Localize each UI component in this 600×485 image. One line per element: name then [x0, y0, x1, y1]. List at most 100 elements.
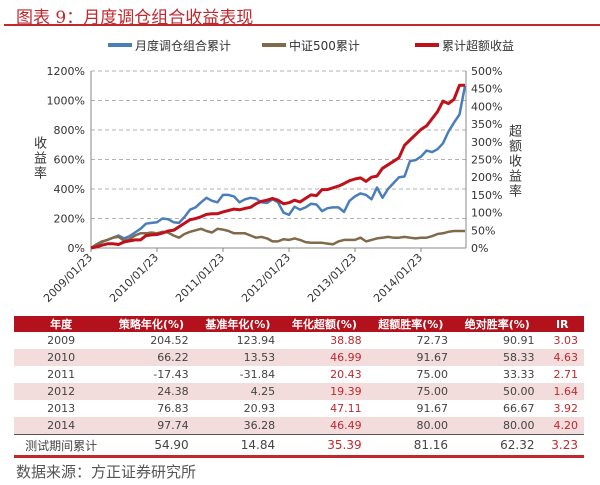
table-cell: 33.33	[503, 368, 535, 381]
series-line-1	[90, 227, 465, 250]
table-cell: 80.00	[367, 417, 455, 435]
x-tick-label: 2011/01/23	[173, 251, 227, 305]
table-cell: 3.03	[553, 334, 579, 347]
x-tick-label: 2013/01/23	[305, 251, 359, 305]
y-tick-label: 200%	[54, 213, 85, 226]
y2-tick-label: 300%	[471, 136, 502, 149]
table-cell: 75.00	[367, 383, 455, 400]
series-line-0	[90, 85, 467, 250]
title-underline	[4, 24, 600, 26]
y2-axis-title: 超额收益率	[506, 124, 521, 199]
table-cell: 76.83	[157, 402, 189, 415]
stats-table: 年度 策略年化(%) 基准年化(%) 年化超额(%) 超额胜率(%) 绝对胜率(%) IR …	[14, 316, 584, 458]
table-cell: 123.94	[236, 334, 276, 347]
table-cell: 2012	[14, 383, 109, 400]
table-cell: 35.39	[281, 434, 368, 458]
x-tick-label: 2009/01/23	[41, 251, 95, 305]
y-tick-label: 400%	[54, 183, 85, 196]
y2-tick-label: 250%	[471, 154, 502, 167]
table-cell: 19.39	[281, 383, 368, 400]
table-row: 2009 204.52 123.94 38.88 72.73 90.91 3.03	[14, 332, 584, 349]
table-cell: 62.32	[454, 434, 541, 458]
y-axis-title: 收益率	[31, 136, 46, 181]
table-cell: 91.67	[367, 349, 455, 366]
table-cell: 58.33	[454, 349, 541, 366]
table-header-row: 年度 策略年化(%) 基准年化(%) 年化超额(%) 超额胜率(%) 绝对胜率(%) IR	[14, 316, 584, 332]
table-cell: 2014	[14, 417, 109, 435]
table-cell: 1.64	[540, 383, 584, 400]
y-tick-label: 800%	[54, 124, 85, 137]
table-cell: 75.00	[416, 368, 449, 381]
y2-tick-label: 0%	[471, 242, 488, 255]
table-cell: 2010	[14, 349, 109, 366]
line-chart: 0% 200% 400% 600% 800% 1000% 1200% 0% 50% 100% 150…	[41, 38, 514, 305]
column-header: 基准年化(%)	[194, 316, 282, 332]
table-cell: 46.99	[281, 349, 368, 366]
table-cell: 14.84	[194, 434, 282, 458]
table-cell: -17.43	[153, 368, 189, 381]
table-cell: 2009	[47, 334, 76, 347]
legend-label-2: 累计超额收益	[442, 38, 514, 53]
figure-title: 图表 9：月度调仓组合收益表现	[16, 8, 254, 28]
table-cell: 4.25	[194, 383, 282, 400]
table-cell: 66.22	[108, 349, 195, 366]
table-cell: 91.67	[416, 402, 449, 415]
column-header: 策略年化(%)	[108, 316, 195, 332]
y-tick-label: 600%	[54, 154, 85, 167]
table-total-row: 测试期间累计 54.90 14.84 35.39 81.16 62.32 3.23	[14, 434, 584, 458]
column-header: 年化超额(%)	[281, 316, 368, 332]
source-note: 数据来源：方正证券研究所	[16, 463, 197, 481]
column-header: 超额胜率(%)	[367, 316, 455, 332]
table-row: 2012 24.38 4.25 19.39 75.00 50.00 1.64	[14, 383, 584, 400]
y2-tick-label: 150%	[471, 189, 502, 202]
table-cell: 54.90	[108, 434, 195, 458]
table-cell: 50.00	[454, 383, 541, 400]
series-line-2	[90, 83, 465, 250]
x-tick-label: 2012/01/23	[239, 251, 293, 305]
table-cell: 2011	[47, 368, 76, 381]
table-cell: 20.93	[243, 402, 276, 415]
table-cell: -31.84	[239, 368, 276, 381]
y2-tick-label: 100%	[471, 207, 502, 220]
table-cell: 13.53	[194, 349, 282, 366]
x-tick-label: 2014/01/23	[371, 251, 425, 305]
table-cell: 38.88	[330, 334, 362, 347]
table-cell: 4.20	[540, 417, 584, 435]
table-cell: 46.49	[281, 417, 368, 435]
y2-tick-label: 50%	[471, 224, 495, 237]
y-tick-label: 0%	[68, 242, 85, 255]
table-cell: 47.11	[330, 402, 362, 415]
column-header: 年度	[14, 316, 109, 332]
table-cell: 81.16	[367, 434, 455, 458]
legend-label-0: 月度调仓组合累计	[135, 38, 231, 53]
table-cell: 36.28	[194, 417, 282, 435]
x-tick-label: 2010/01/23	[107, 251, 161, 305]
table-cell: 3.92	[553, 402, 579, 415]
legend-label-1: 中证500累计	[289, 38, 360, 53]
y2-tick-label: 200%	[471, 171, 502, 184]
table-row: 2014 97.74 36.28 46.49 80.00 80.00 4.20	[14, 417, 584, 435]
column-header: IR	[540, 316, 584, 332]
table-cell: 测试期间累计	[14, 434, 109, 458]
table-cell: 2013	[47, 402, 76, 415]
column-header: 绝对胜率(%)	[454, 316, 541, 332]
table-cell: 2.71	[553, 368, 579, 381]
table-cell: 66.67	[503, 402, 535, 415]
table-cell: 20.43	[330, 368, 362, 381]
table-cell: 4.63	[540, 349, 584, 366]
y-tick-label: 1200%	[47, 65, 85, 78]
table-cell: 97.74	[108, 417, 195, 435]
table-cell: 80.00	[454, 417, 541, 435]
y2-tick-label: 500%	[471, 65, 502, 78]
table-row: 2013 76.83 20.93 47.11 91.67 66.67 3.92	[14, 400, 584, 417]
table-cell: 24.38	[108, 383, 195, 400]
y2-tick-label: 350%	[471, 118, 502, 131]
table-cell: 90.91	[503, 334, 535, 347]
table-cell: 3.23	[540, 434, 584, 458]
table-cell: 204.52	[150, 334, 189, 347]
y2-tick-label: 450%	[471, 83, 502, 96]
table-row: 2011 -17.43 -31.84 20.43 75.00 33.33 2.71	[14, 366, 584, 383]
y2-tick-label: 400%	[471, 100, 502, 113]
table-row: 2010 66.22 13.53 46.99 91.67 58.33 4.63	[14, 349, 584, 366]
y-tick-label: 1000%	[47, 95, 85, 108]
